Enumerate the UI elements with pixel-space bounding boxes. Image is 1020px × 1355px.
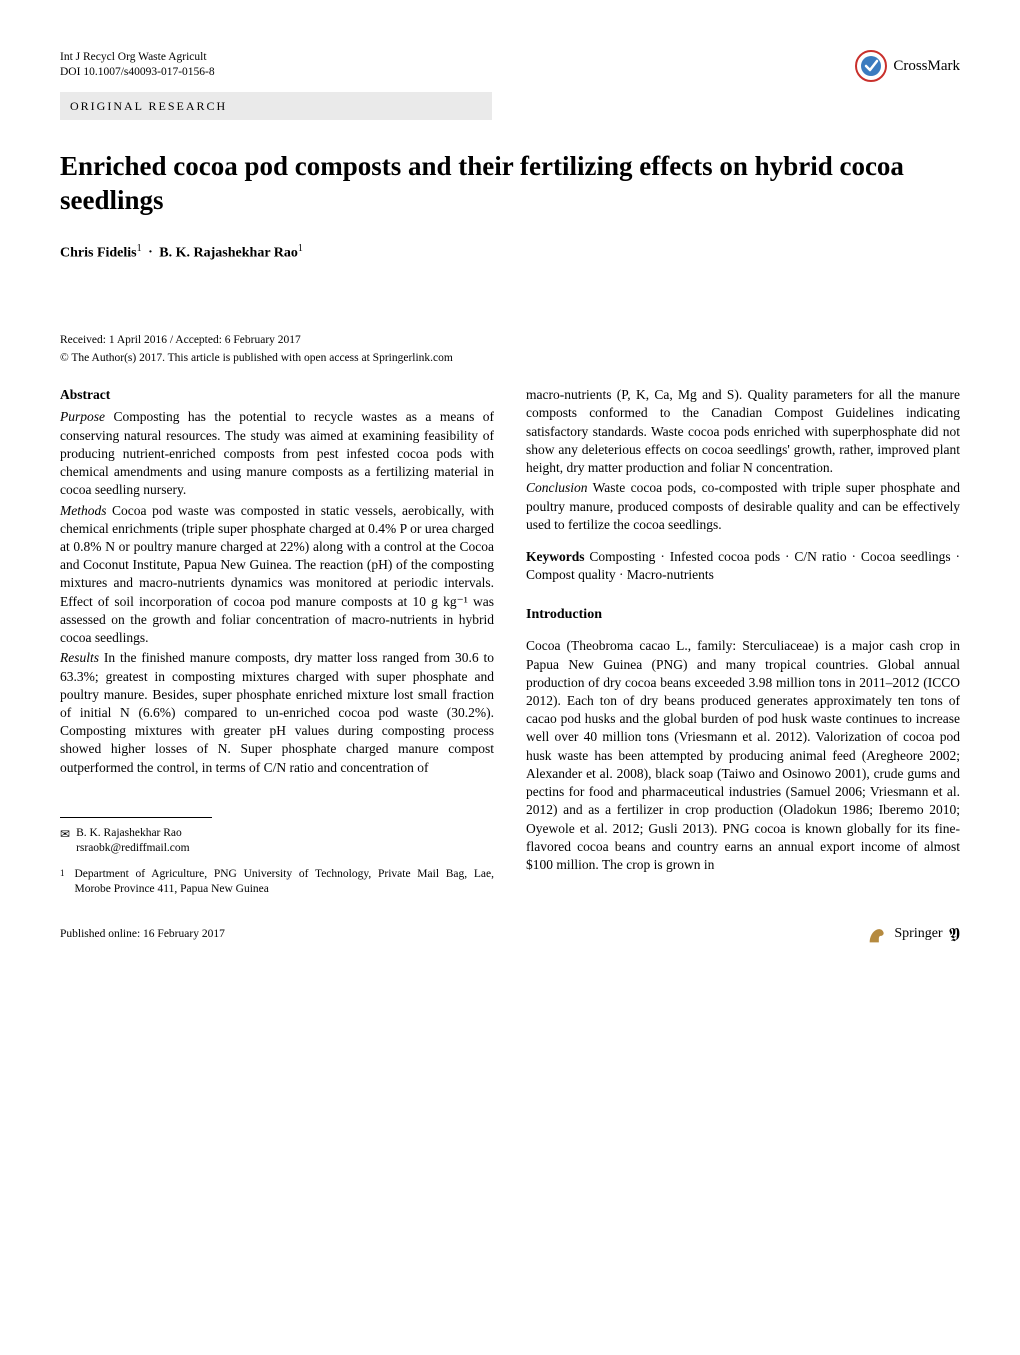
crossmark-label: CrossMark: [893, 56, 960, 76]
copyright-notice: © The Author(s) 2017. This article is pu…: [60, 351, 960, 367]
left-column: Abstract Purpose Composting has the pote…: [60, 386, 494, 898]
affiliation-text: Department of Agriculture, PNG Universit…: [75, 867, 495, 898]
right-column: macro-nutrients (P, K, Ca, Mg and S). Qu…: [526, 386, 960, 898]
doi: DOI 10.1007/s40093-017-0156-8: [60, 65, 215, 80]
introduction-body: Cocoa (Theobroma cacao L., family: Sterc…: [526, 637, 960, 874]
springer-horse-icon: [866, 924, 888, 946]
publisher-name: ⁠Springer: [894, 925, 942, 944]
results-continued: macro-nutrients (P, K, Ca, Mg and S). Qu…: [526, 386, 960, 477]
conclusion-label: Conclusion: [526, 480, 588, 495]
journal-info: Int J Recycl Org Waste Agricult DOI 10.1…: [60, 50, 215, 80]
results-text: In the finished manure composts, dry mat…: [60, 650, 494, 774]
abstract-purpose: Purpose Composting has the potential to …: [60, 408, 494, 499]
results-label: Results: [60, 650, 99, 665]
published-online: Published online: 16 February 2017: [60, 927, 225, 943]
abstract-results: Results In the finished manure composts,…: [60, 649, 494, 777]
corr-author-block: B. K. Rajashekhar Rao rsraobk@rediffmail…: [76, 826, 190, 857]
affiliation-block: 1 Department of Agriculture, PNG Univers…: [60, 867, 494, 898]
introduction-heading: Introduction: [526, 606, 960, 625]
purpose-label: Purpose: [60, 409, 105, 424]
purpose-text: Composting has the potential to recycle …: [60, 409, 494, 497]
keywords-row: Keywords Composting · Infested cocoa pod…: [526, 548, 960, 584]
abstract-heading: Abstract: [60, 386, 494, 404]
article-title: Enriched cocoa pod composts and their fe…: [60, 150, 960, 218]
crossmark-icon: [855, 50, 887, 82]
keywords-text: Composting · Infested cocoa pods · C/N r…: [526, 549, 960, 582]
abstract-methods: Methods Cocoa pod waste was composted in…: [60, 502, 494, 648]
author-1: Chris Fidelis: [60, 245, 137, 260]
author-1-affil: 1: [137, 243, 142, 254]
springer-symbol: 𝖄: [949, 924, 960, 946]
author-separator: ·: [148, 245, 153, 260]
page-footer: Published online: 16 February 2017 ⁠Spri…: [60, 924, 960, 946]
page-header: Int J Recycl Org Waste Agricult DOI 10.1…: [60, 50, 960, 82]
envelope-icon: ✉: [60, 826, 70, 857]
abstract-conclusion: Conclusion Waste cocoa pods, co-composte…: [526, 479, 960, 534]
author-2: B. K. Rajashekhar Rao: [159, 245, 298, 260]
methods-label: Methods: [60, 503, 107, 518]
corresponding-author: ✉ B. K. Rajashekhar Rao rsraobk@rediffma…: [60, 826, 494, 857]
crossmark-badge[interactable]: CrossMark: [855, 50, 960, 82]
article-dates: Received: 1 April 2016 / Accepted: 6 Feb…: [60, 333, 960, 349]
keywords-label: Keywords: [526, 549, 585, 564]
footnote-rule: [60, 817, 212, 818]
affiliation-number: 1: [60, 867, 65, 898]
journal-name: Int J Recycl Org Waste Agricult: [60, 50, 215, 65]
conclusion-text: Waste cocoa pods, co-composted with trip…: [526, 480, 960, 531]
corr-author-email: rsraobk@rediffmail.com: [76, 841, 190, 857]
author-list: Chris Fidelis1 · B. K. Rajashekhar Rao1: [60, 242, 960, 264]
author-2-affil: 1: [298, 243, 303, 254]
article-category: ORIGINAL RESEARCH: [60, 92, 492, 120]
publisher-badge: ⁠Springer 𝖄: [866, 924, 960, 946]
article-body-columns: Abstract Purpose Composting has the pote…: [60, 386, 960, 898]
corr-author-name: B. K. Rajashekhar Rao: [76, 826, 190, 842]
methods-text: Cocoa pod waste was composted in static …: [60, 503, 494, 646]
